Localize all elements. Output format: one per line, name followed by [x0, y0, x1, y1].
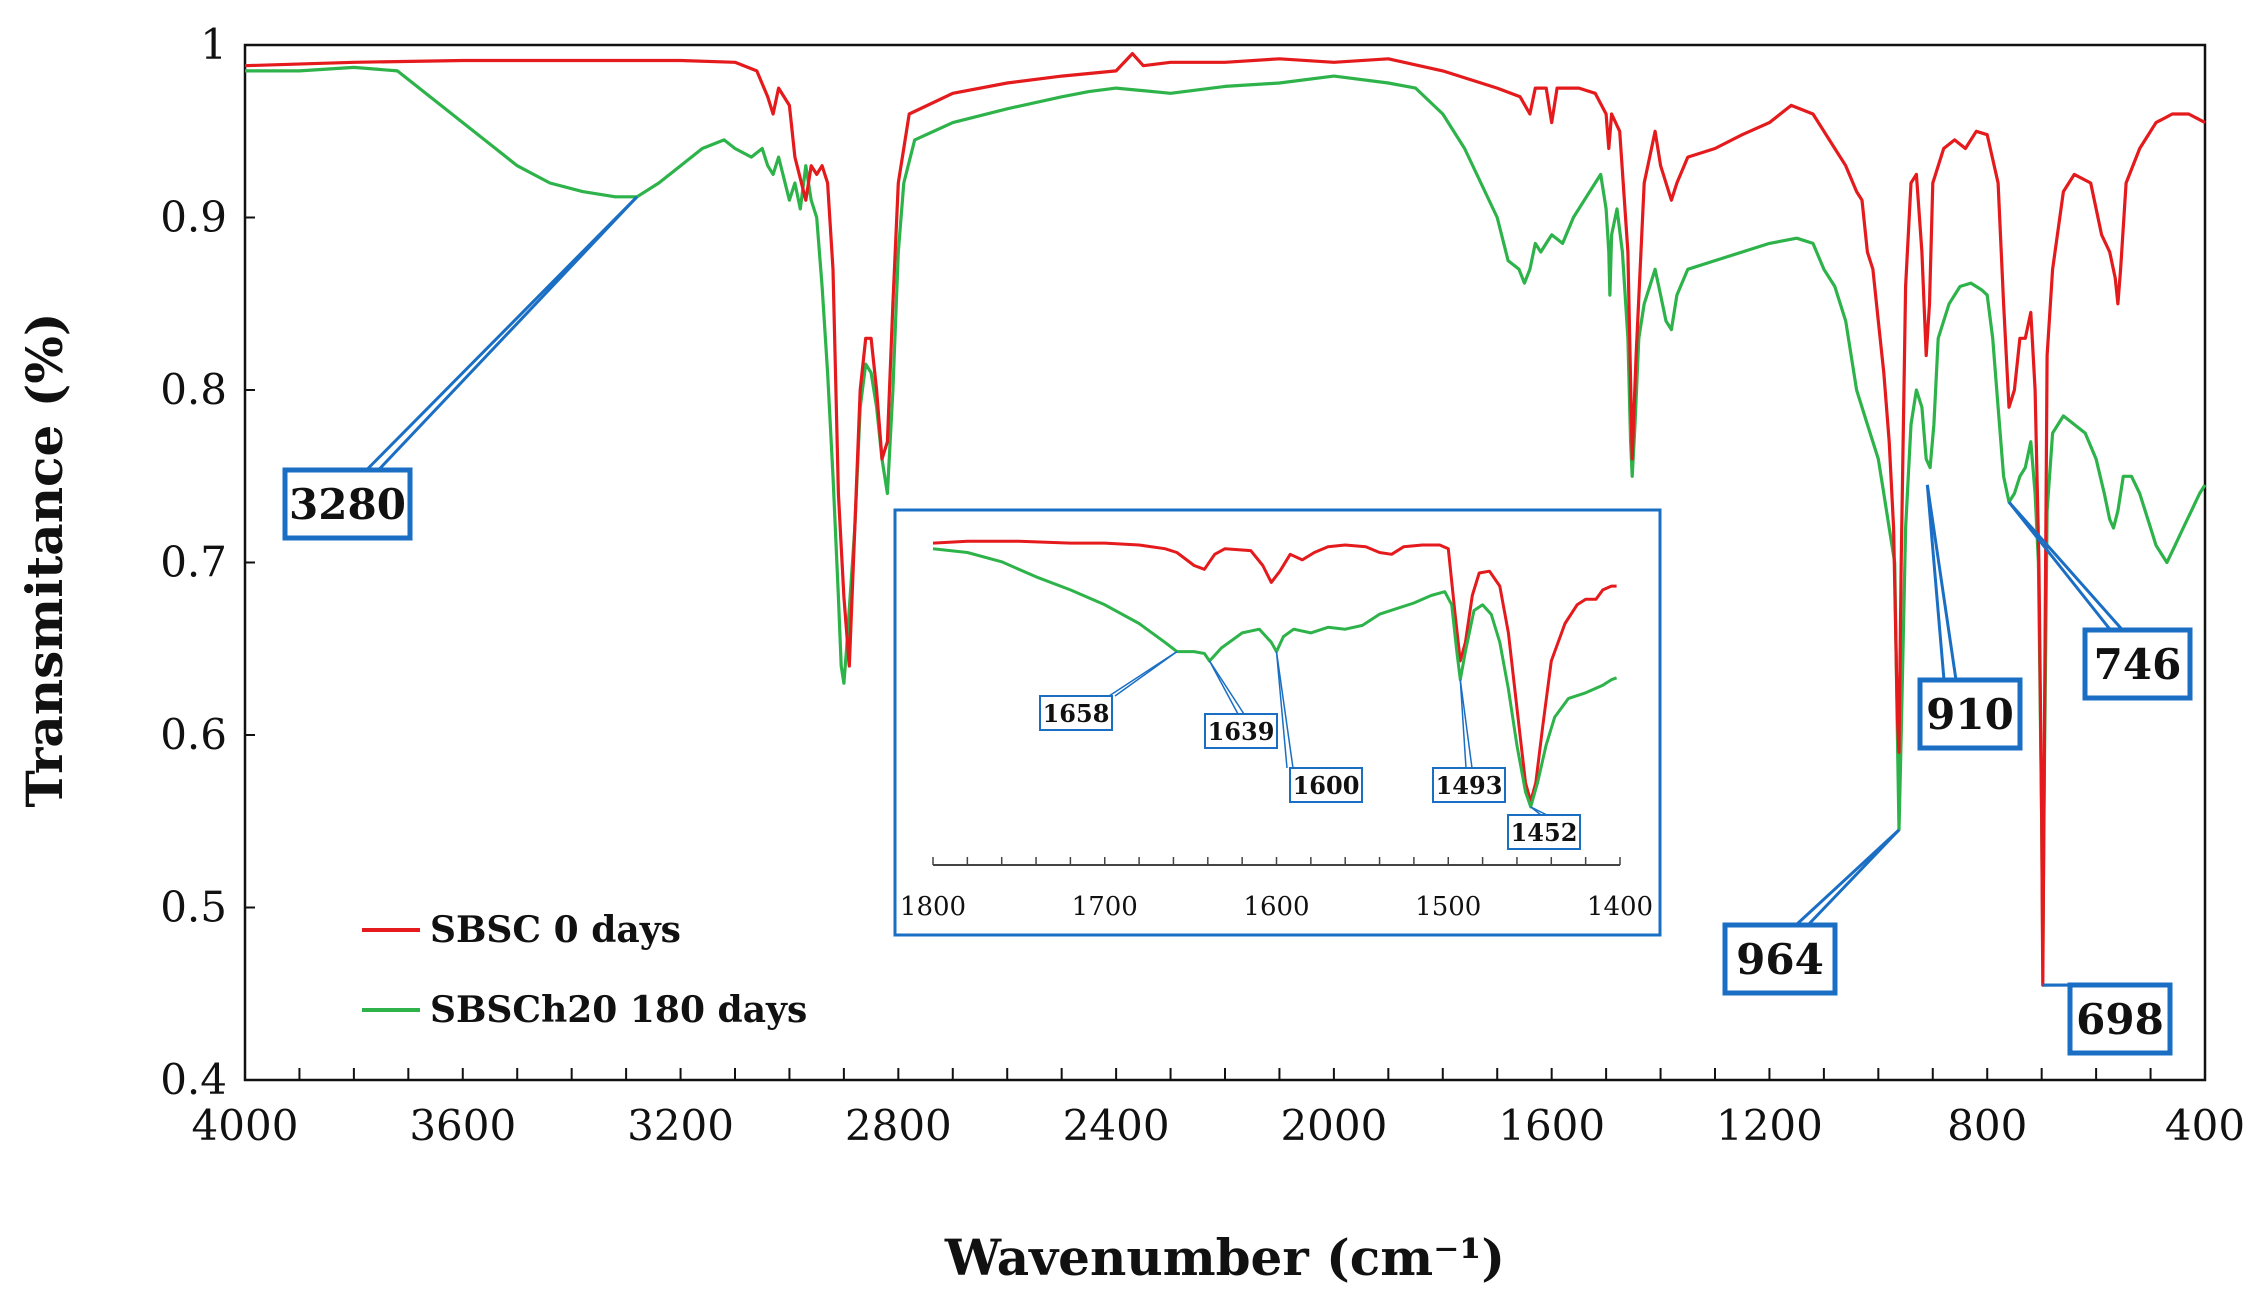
- inset-callout-label: 1639: [1208, 717, 1275, 746]
- x-tick-label: 800: [1947, 1101, 2027, 1150]
- inset-x-axis: 1800 1700 1600 1500 1400: [900, 857, 1653, 922]
- inset-callout-1658: 1658: [1039, 650, 1178, 731]
- y-axis-ticks: 1 0.9 0.8 0.7 0.6 0.5 0.4: [160, 20, 255, 1104]
- inset-callout-label: 1658: [1043, 699, 1110, 728]
- y-tick-label: 0.4: [160, 1055, 227, 1104]
- x-axis-ticks: 4000 3600 3200 2800 2400 2000 1600 1200 800 400: [192, 1068, 2245, 1150]
- main-callouts: 3280 964 910 746 698: [282, 195, 2193, 1056]
- series-line-sbsch20: [245, 65, 2207, 961]
- x-tick-label: 2000: [1280, 1101, 1387, 1150]
- y-tick-label: 0.8: [160, 365, 227, 414]
- inset-tick-label: 1500: [1415, 892, 1481, 922]
- inset-panel: 1800 1700 1600 1500 1400 1658 1639 1600 1493 145…: [893, 508, 1662, 937]
- callout-910: 910: [1917, 484, 2023, 751]
- x-tick-label: 2400: [1063, 1101, 1170, 1150]
- y-axis-title: Transmitance (%): [15, 312, 74, 807]
- inset-callout-1600: 1600: [1275, 651, 1363, 803]
- inset-tick-label: 1800: [900, 892, 966, 922]
- x-axis-title: Wavenumber (cm⁻¹): [944, 1228, 1505, 1287]
- callout-label: 698: [2076, 995, 2164, 1044]
- inset-line-sbsc: [932, 539, 1617, 803]
- y-tick-label: 0.7: [160, 538, 227, 587]
- inset-callout-1493: 1493: [1432, 679, 1506, 803]
- series-line-sbsc: [244, 52, 2206, 987]
- inset-tick-label: 1400: [1587, 892, 1653, 922]
- callout-label: 910: [1926, 690, 2014, 739]
- x-tick-label: 4000: [192, 1101, 299, 1150]
- x-tick-label: 1600: [1498, 1101, 1605, 1150]
- callout-label: 746: [2094, 640, 2182, 689]
- callout-3280: 3280: [282, 195, 639, 541]
- x-tick-label: 400: [2165, 1101, 2245, 1150]
- main-series: [244, 52, 2207, 987]
- y-tick-label: 1: [200, 20, 227, 69]
- x-tick-label: 1200: [1716, 1101, 1823, 1150]
- inset-callouts: 1658 1639 1600 1493 1452: [1039, 650, 1581, 850]
- x-tick-label: 3200: [627, 1101, 734, 1150]
- callout-964: 964: [1722, 828, 1901, 996]
- legend-label-sbsch: SBSCh20 180 days: [430, 989, 807, 1031]
- legend-label-sbsc: SBSC 0 days: [430, 909, 681, 951]
- callout-label: 964: [1736, 935, 1824, 984]
- inset-tick-label: 1600: [1243, 892, 1309, 922]
- legend: SBSC 0 days SBSCh20 180 days: [362, 909, 807, 1031]
- inset-callout-1452: 1452: [1507, 806, 1581, 850]
- y-tick-label: 0.5: [160, 883, 227, 932]
- inset-callout-label: 1493: [1436, 771, 1503, 800]
- inset-callout-1639: 1639: [1204, 660, 1278, 749]
- callout-746: 746: [2007, 501, 2193, 701]
- x-tick-label: 3600: [409, 1101, 516, 1150]
- callout-label: 3280: [289, 480, 406, 529]
- inset-line-sbsch20: [932, 547, 1618, 809]
- y-tick-label: 0.9: [160, 193, 227, 242]
- y-tick-label: 0.6: [160, 710, 227, 759]
- inset-callout-label: 1452: [1511, 818, 1578, 847]
- x-tick-label: 2800: [845, 1101, 952, 1150]
- inset-tick-label: 1700: [1072, 892, 1138, 922]
- callout-698: 698: [2042, 982, 2173, 1056]
- inset-series: [932, 539, 1618, 809]
- inset-callout-label: 1600: [1293, 771, 1360, 800]
